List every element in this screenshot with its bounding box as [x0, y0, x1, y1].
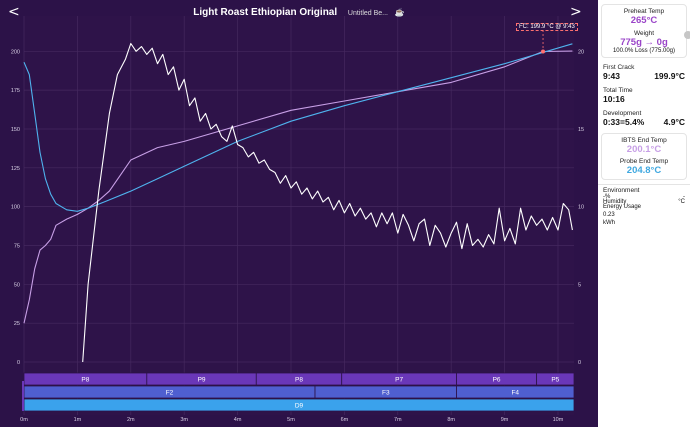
power-bar-label: P8: [81, 377, 89, 384]
x-tick-label: 10m: [553, 417, 564, 423]
y-right-tick-label: 0: [578, 360, 581, 366]
first-crack-point: [541, 49, 546, 54]
fan-bar-label: F2: [166, 390, 174, 397]
power-bar-label: P5: [551, 377, 559, 384]
end-temp-box: IBTS End Temp 200.1°C Probe End Temp 204…: [601, 133, 687, 180]
first-crack-time: 9:43: [603, 71, 621, 81]
previous-roast-button[interactable]: <: [8, 4, 20, 20]
development-row: 0:33=5.4% 4.9°C: [598, 117, 690, 127]
roast-summary-panel: Preheat Temp 265°C Weight 775g → 0g 100.…: [598, 0, 690, 427]
x-tick-label: 6m: [341, 417, 349, 423]
y-left-tick-label: 200: [11, 49, 20, 55]
first-crack-temp: 199.9°C: [654, 71, 685, 81]
fan-bar-label: F3: [382, 390, 390, 397]
y-left-tick-label: 125: [11, 166, 20, 172]
panel-handle[interactable]: [684, 31, 690, 39]
environment-dash: -: [683, 194, 685, 200]
series-line-probe: [23, 43, 573, 212]
development-value: 0:33=5.4%: [603, 117, 645, 127]
total-time-row: 10:16: [598, 94, 690, 104]
x-tick-label: 1m: [74, 417, 82, 423]
x-tick-label: 9m: [501, 417, 509, 423]
humidity-unit: °C: [678, 199, 685, 205]
next-roast-button[interactable]: >: [570, 4, 582, 20]
energy-unit: kWh: [603, 220, 615, 226]
ibts-value: 200.1°C: [626, 144, 662, 155]
x-tick-label: 4m: [234, 417, 242, 423]
x-tick-label: 5m: [287, 417, 295, 423]
power-bar-label: P8: [295, 377, 303, 384]
y-left-tick-label: 50: [14, 282, 20, 288]
preheat-value: 265°C: [630, 15, 658, 26]
ibts-label: IBTS End Temp: [621, 137, 667, 144]
x-tick-label: 8m: [447, 417, 455, 423]
roast-chart-svg: 0m 1m 2m 3m 4m 5m 6m 7m 8m 9m 10m02550751001251501…: [11, 16, 584, 423]
total-time-label: Total Time: [603, 87, 633, 94]
bar-start-marker: [22, 381, 24, 411]
y-left-tick-label: 150: [11, 127, 20, 133]
power-bar-label: P9: [198, 377, 206, 384]
preheat-box: Preheat Temp 265°C Weight 775g → 0g 100.…: [601, 4, 687, 58]
environment-value: -%: [603, 194, 611, 200]
chart-title: Light Roast Ethiopian Original Untitled …: [0, 7, 598, 18]
energy-value: 0.23: [603, 212, 615, 218]
environment-label: Environment: [603, 187, 640, 194]
y-left-tick-label: 100: [11, 205, 20, 211]
humidity-row: Humidity °C: [598, 199, 690, 205]
drum-bar-label: D9: [295, 403, 304, 410]
power-bar-segment: [536, 372, 575, 386]
panel-divider: [598, 184, 690, 185]
development-temp: 4.9°C: [663, 117, 685, 127]
x-tick-label: 3m: [180, 417, 188, 423]
y-right-tick-label: 15: [578, 127, 584, 133]
y-left-tick-label: 0: [17, 360, 20, 366]
first-crack-label: First Crack: [603, 64, 635, 71]
first-crack-row: 9:43 199.9°C: [598, 71, 690, 81]
power-bar-label: P6: [493, 377, 501, 384]
y-left-tick-label: 25: [14, 321, 20, 327]
plot-background: [24, 16, 574, 415]
weight-value: 775g → 0g: [620, 37, 668, 48]
y-left-tick-label: 175: [11, 88, 20, 94]
energy-label: Energy Usage: [603, 204, 642, 210]
power-bar-label: P7: [395, 377, 403, 384]
x-tick-label: 2m: [127, 417, 135, 423]
roast-chart: 0m 1m 2m 3m 4m 5m 6m 7m 8m 9m 10m 0 25 50 75 100 125 150 1…: [0, 4, 598, 423]
preheat-label: Preheat Temp: [623, 8, 665, 15]
environment-row: -% -: [598, 194, 690, 200]
series-line-ror: [82, 42, 573, 363]
x-tick-label: 0m: [20, 417, 28, 423]
total-time-value: 10:16: [603, 94, 625, 104]
roast-name[interactable]: Untitled Be...: [347, 10, 388, 17]
humidity-label: Humidity: [603, 199, 627, 205]
y-right-tick-label: 10: [578, 205, 584, 211]
profile-title: Light Roast Ethiopian Original: [193, 7, 338, 18]
first-crack-marker-label: FC: 199.9 °C @ 9:43: [516, 23, 578, 31]
probe-label: Probe End Temp: [619, 158, 669, 165]
weight-label: Weight: [633, 30, 655, 37]
probe-value: 204.8°C: [626, 165, 662, 176]
x-tick-label: 7m: [394, 417, 402, 423]
coffee-icon[interactable]: ☕: [394, 8, 405, 17]
fan-bar-segment: [456, 385, 575, 399]
development-label: Development: [603, 110, 642, 117]
y-right-tick-label: 5: [578, 282, 581, 288]
weight-loss: 100.0% Loss (775.00g): [612, 48, 676, 54]
fan-bar-label: F4: [511, 390, 519, 397]
y-left-tick-label: 75: [14, 243, 20, 249]
y-right-tick-label: 20: [578, 49, 584, 55]
